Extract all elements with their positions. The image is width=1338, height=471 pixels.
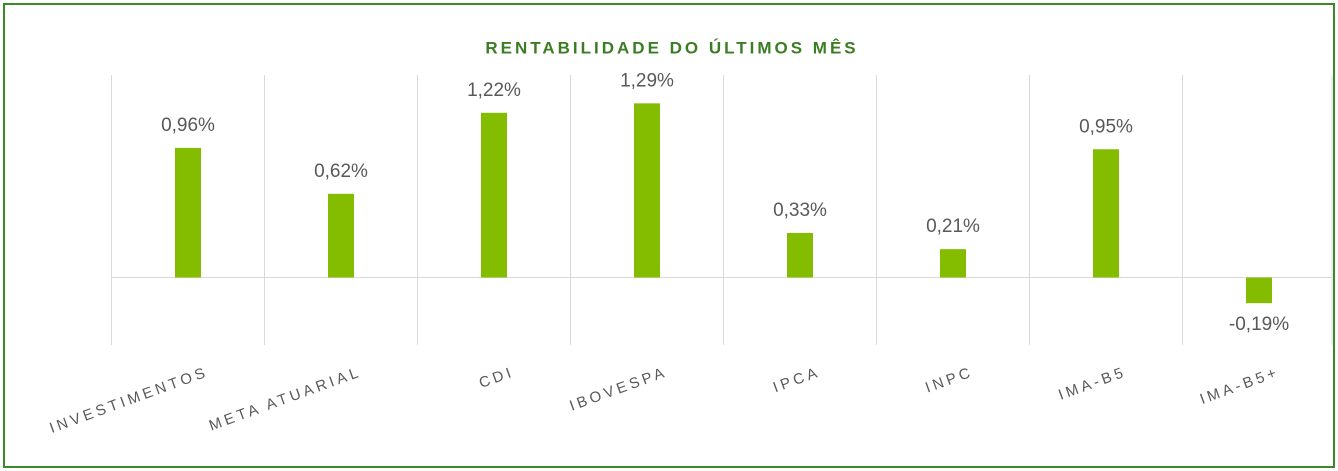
bar (1093, 149, 1119, 278)
bar (787, 232, 813, 278)
data-label: 0,95% (1079, 116, 1133, 137)
bar (328, 193, 354, 278)
data-label: 1,29% (620, 70, 674, 91)
data-label: 1,22% (467, 80, 521, 101)
bar (481, 112, 507, 278)
data-label: 0,96% (161, 115, 215, 136)
chart-title: RENTABILIDADE DO ÚLTIMOS MÊS (485, 38, 858, 57)
bar (634, 103, 660, 278)
data-label: 0,62% (314, 161, 368, 182)
bar (940, 249, 966, 278)
data-label: 0,33% (773, 200, 827, 221)
data-label: -0,19% (1229, 314, 1289, 335)
bar (1246, 277, 1272, 304)
data-label: 0,21% (926, 216, 980, 237)
bar (175, 147, 201, 278)
